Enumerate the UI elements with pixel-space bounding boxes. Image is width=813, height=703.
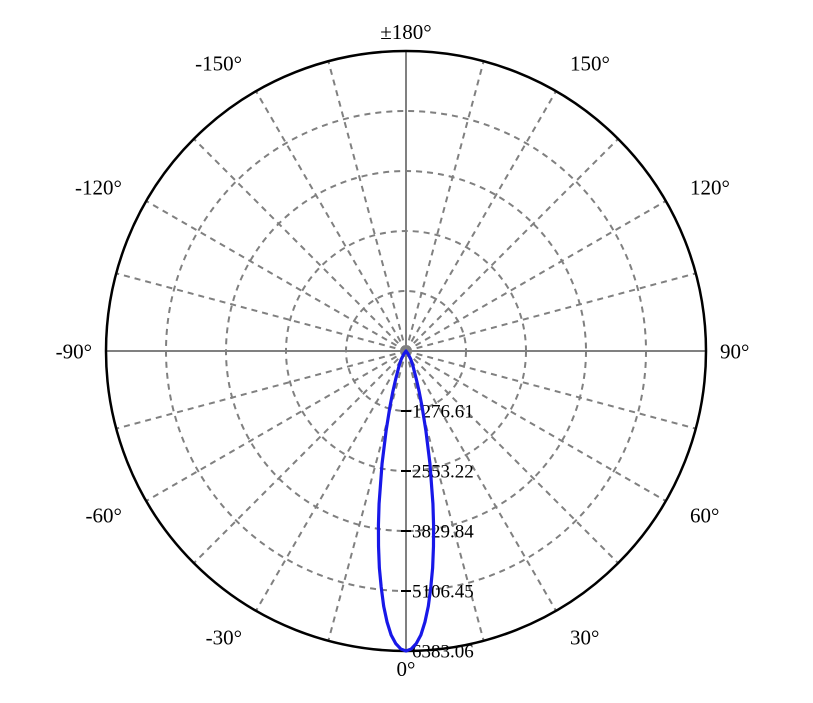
polar-chart: 1276.612553.223829.845106.456383.06±180°… [0, 0, 813, 703]
ring-label: 5106.45 [412, 582, 474, 603]
angle-label: -150° [195, 51, 242, 75]
angle-label: -30° [206, 625, 242, 649]
ring-label: 3829.84 [412, 522, 474, 543]
angle-label: 90° [720, 339, 749, 363]
ring-label: 6383.06 [412, 642, 474, 663]
angle-label: 60° [690, 503, 719, 527]
angle-label: -60° [86, 503, 122, 527]
angle-label: 30° [570, 625, 599, 649]
ring-label: 2553.22 [412, 462, 474, 483]
angle-label: -120° [75, 175, 122, 199]
angle-label: ±180° [380, 20, 431, 44]
angle-label: 150° [570, 51, 610, 75]
angle-label: -90° [56, 339, 92, 363]
angle-label: 120° [690, 175, 730, 199]
angle-label: 0° [397, 657, 416, 681]
